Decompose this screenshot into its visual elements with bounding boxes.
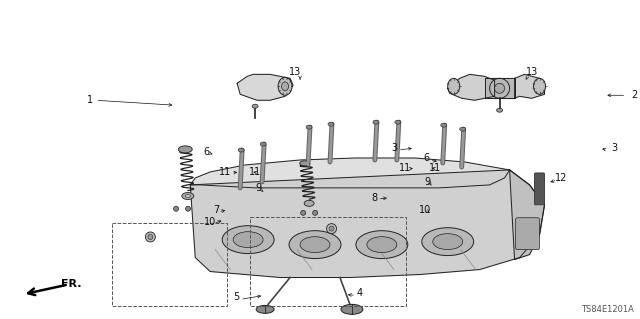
Ellipse shape (448, 78, 460, 94)
Ellipse shape (301, 210, 306, 215)
Text: 6: 6 (203, 147, 209, 157)
Ellipse shape (282, 82, 289, 91)
Ellipse shape (341, 304, 363, 314)
Text: 11: 11 (399, 163, 411, 173)
FancyBboxPatch shape (534, 173, 545, 205)
Ellipse shape (373, 120, 379, 124)
Text: 7: 7 (213, 205, 220, 215)
Text: FR.: FR. (61, 279, 81, 289)
Ellipse shape (173, 206, 179, 211)
Text: 10: 10 (204, 217, 216, 227)
Polygon shape (509, 170, 545, 260)
Bar (113, 223, 227, 306)
Text: 4: 4 (357, 288, 363, 298)
Ellipse shape (186, 206, 191, 211)
Polygon shape (190, 170, 545, 278)
Ellipse shape (534, 78, 545, 94)
Ellipse shape (304, 200, 314, 206)
Ellipse shape (186, 195, 190, 197)
Ellipse shape (356, 231, 408, 259)
Text: 11: 11 (219, 167, 231, 177)
Ellipse shape (179, 146, 192, 153)
Circle shape (145, 232, 156, 242)
Text: 13: 13 (527, 67, 539, 78)
Text: 1: 1 (88, 95, 93, 105)
Text: 8: 8 (372, 193, 378, 203)
Ellipse shape (441, 123, 447, 127)
Ellipse shape (278, 78, 292, 95)
Text: 3: 3 (611, 143, 618, 153)
Text: 11: 11 (249, 167, 261, 177)
Text: TS84E1201A: TS84E1201A (582, 305, 634, 314)
Ellipse shape (395, 120, 401, 124)
Text: 2: 2 (631, 90, 637, 100)
Ellipse shape (182, 193, 194, 199)
Text: 3: 3 (392, 143, 398, 153)
Polygon shape (448, 74, 495, 100)
Ellipse shape (252, 104, 258, 108)
Text: 12: 12 (556, 173, 568, 183)
Ellipse shape (497, 108, 502, 112)
Ellipse shape (300, 161, 310, 166)
Text: 9: 9 (255, 183, 261, 193)
Ellipse shape (233, 232, 263, 248)
Text: 5: 5 (233, 293, 239, 302)
Ellipse shape (328, 122, 334, 126)
FancyBboxPatch shape (516, 218, 540, 249)
Text: 13: 13 (289, 67, 301, 78)
Polygon shape (484, 78, 515, 98)
Polygon shape (237, 74, 293, 100)
Ellipse shape (433, 234, 463, 249)
Ellipse shape (312, 210, 317, 215)
Ellipse shape (238, 148, 244, 152)
Bar (250, 217, 406, 306)
Ellipse shape (495, 83, 504, 93)
Ellipse shape (460, 127, 466, 131)
Ellipse shape (367, 237, 397, 253)
Ellipse shape (260, 142, 266, 146)
Circle shape (329, 226, 334, 231)
Ellipse shape (306, 125, 312, 129)
Ellipse shape (256, 305, 274, 313)
Circle shape (148, 234, 153, 240)
Ellipse shape (289, 231, 341, 259)
Polygon shape (515, 74, 545, 98)
Circle shape (326, 224, 337, 234)
Ellipse shape (222, 226, 274, 254)
Text: 6: 6 (424, 153, 430, 163)
Ellipse shape (300, 237, 330, 253)
Text: 11: 11 (429, 163, 441, 173)
Ellipse shape (422, 228, 474, 256)
Polygon shape (190, 158, 509, 188)
Text: 9: 9 (425, 177, 431, 187)
Text: 10: 10 (419, 205, 431, 215)
